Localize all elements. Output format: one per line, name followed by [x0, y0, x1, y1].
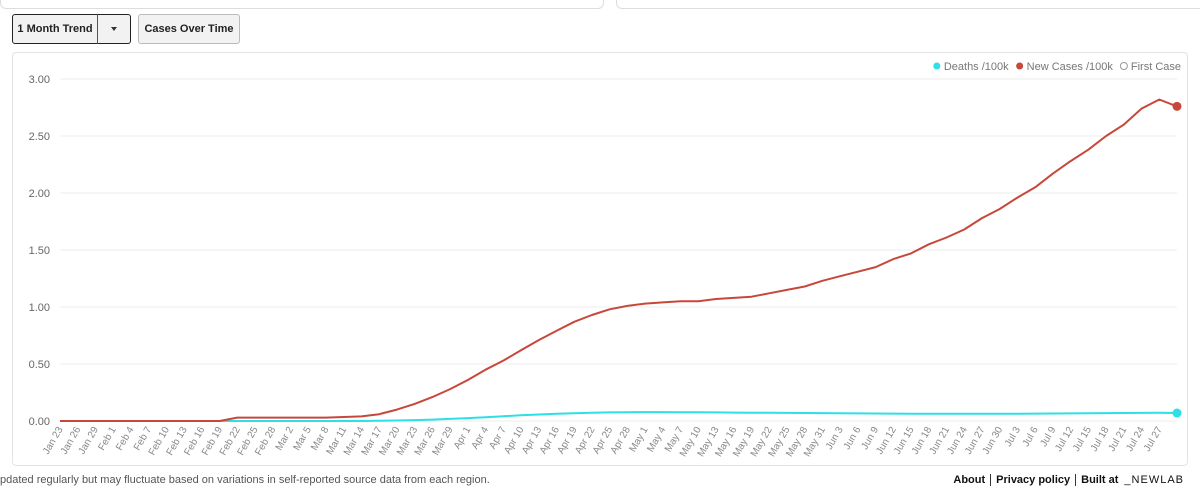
brand-logo[interactable]: _NEWLAB [1124, 474, 1184, 486]
y-tick-label: 2.00 [29, 188, 50, 200]
built-at: Built at [1081, 474, 1119, 486]
series-line [60, 98, 1178, 422]
footer-links: About Privacy policy Built at _NEWLAB [953, 474, 1184, 486]
y-tick-label: 1.50 [29, 245, 50, 257]
legend-swatch [933, 62, 941, 70]
end-point [1172, 101, 1182, 111]
footer-note: pdated regularly but may fluctuate based… [0, 474, 490, 486]
about-link[interactable]: About [953, 474, 986, 486]
y-tick-label: 0.50 [29, 359, 50, 371]
legend-swatch [1119, 62, 1128, 70]
end-point [1172, 408, 1182, 418]
separator [990, 474, 992, 486]
x-tick-label: Jul 3 [1003, 425, 1023, 449]
y-tick-label: 3.00 [29, 74, 50, 86]
y-tick-label: 1.00 [29, 302, 50, 314]
separator [1075, 474, 1077, 486]
privacy-link[interactable]: Privacy policy [996, 474, 1071, 486]
legend-label: Deaths /100k [944, 61, 1009, 73]
y-tick-label: 0.00 [29, 416, 50, 428]
cases-button[interactable]: Cases Over Time [138, 14, 240, 44]
x-tick-label: Jul 27 [1142, 425, 1165, 454]
series-line [60, 411, 1178, 422]
legend-swatch [1016, 62, 1024, 70]
top-card [616, 0, 1200, 9]
legend-label: First Case [1131, 61, 1181, 73]
legend-label: New Cases /100k [1027, 61, 1114, 73]
chart-panel [12, 52, 1188, 466]
y-tick-label: 2.50 [29, 131, 50, 143]
top-card [0, 0, 604, 9]
trend-button[interactable]: 1 Month Trend [12, 14, 98, 44]
x-tick-label: Jul 6 [1021, 425, 1041, 449]
dropdown-toggle[interactable] [97, 14, 131, 44]
legend: First Case New Cases /100k Deaths /100k [933, 61, 1181, 73]
